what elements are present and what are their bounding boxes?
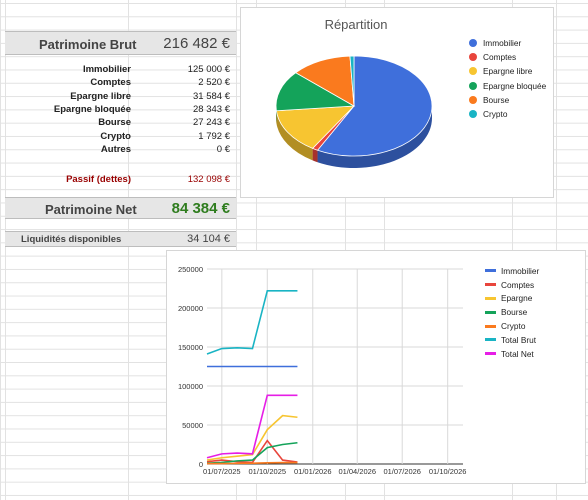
legend-swatch	[485, 352, 496, 356]
legend-swatch	[469, 110, 477, 119]
pie-legend-item[interactable]: Comptes	[469, 50, 546, 64]
legend-label: Epargne bloquée	[483, 80, 547, 91]
x-tick-label: 01/01/2026	[294, 467, 332, 476]
line-legend-item[interactable]: Total Brut	[485, 333, 539, 347]
pie-legend-item[interactable]: Immobilier	[469, 36, 546, 50]
line-legend-item[interactable]: Comptes	[485, 278, 539, 292]
y-tick-label: 0	[199, 460, 203, 469]
legend-swatch	[469, 81, 477, 90]
summary-row-value: 0 €	[216, 144, 230, 156]
pie-slice-immobilier	[316, 55, 433, 157]
series-line-total-net	[206, 394, 298, 459]
legend-swatch	[485, 269, 496, 273]
legend-swatch	[485, 324, 496, 328]
legend-label: Bourse	[501, 307, 528, 318]
summary-row-label: Autres	[100, 144, 131, 156]
legend-swatch	[485, 296, 496, 300]
patrimoine-brut-value: 216 482 €	[163, 35, 230, 52]
pie-slice-side-epargne-libre	[276, 110, 313, 161]
legend-label: Epargne	[501, 293, 533, 304]
line-legend-item[interactable]: Crypto	[485, 319, 539, 333]
summary-row-value: 31 584 €	[193, 90, 230, 102]
y-tick-label: 50000	[182, 421, 203, 430]
legend-label: Crypto	[483, 109, 508, 120]
summary-row-label: Epargne bloquée	[53, 104, 131, 116]
legend-label: Comptes	[483, 52, 517, 63]
liquidites-label: Liquidités disponibles	[21, 234, 122, 245]
summary-row-value: 2 520 €	[198, 77, 230, 89]
patrimoine-net-value: 84 384 €	[171, 200, 230, 217]
legend-label: Epargne libre	[483, 66, 533, 77]
pie-slice-epargne-bloqu-e	[275, 72, 356, 112]
pie-slice-bourse	[295, 55, 355, 107]
summary-row-value: 125 000 €	[187, 64, 230, 75]
pie-slice-side-comptes	[312, 148, 318, 163]
y-tick-label: 250000	[178, 265, 203, 274]
y-tick-label: 100000	[178, 382, 203, 391]
legend-swatch	[485, 338, 496, 342]
line-chart: 0 50000 100000 150000 200000 250000 01/07/2025…	[178, 265, 467, 476]
patrimoine-brut-label: Patrimoine Brut	[39, 37, 137, 52]
legend-swatch	[485, 310, 496, 314]
summary-row-label: Epargne libre	[70, 90, 131, 102]
x-tick-label: 01/10/2026	[429, 467, 467, 476]
summary-row-value: 1 792 €	[198, 130, 230, 142]
summary-row-value: 28 343 €	[193, 104, 230, 116]
summary-row-label: Bourse	[98, 117, 131, 129]
summary-row-label: Immobilier	[82, 64, 131, 75]
pie-legend: Immobilier Comptes Epargne libre Epargne bl…	[469, 36, 546, 121]
patrimoine-net-row[interactable]: Patrimoine Net 84 384 €	[5, 197, 236, 219]
patrimoine-brut-row[interactable]: Patrimoine Brut 216 482 €	[5, 31, 236, 55]
summary-row-label: Comptes	[90, 77, 131, 89]
legend-label: Crypto	[501, 321, 526, 332]
passif-value: 132 098 €	[187, 174, 230, 185]
x-tick-label: 01/07/2026	[383, 467, 421, 476]
legend-label: Total Net	[501, 348, 534, 359]
summary-row-value: 27 243 €	[193, 117, 230, 129]
line-legend-item[interactable]: Immobilier	[485, 264, 539, 278]
pie-legend-item[interactable]: Bourse	[469, 93, 546, 107]
y-tick-label: 150000	[178, 343, 203, 352]
pie-slice-crypto	[349, 55, 355, 107]
pie-slice-side-immobilier	[317, 106, 432, 168]
legend-swatch	[485, 283, 496, 287]
pie-chart	[275, 55, 433, 168]
pie-chart-title: Répartition	[324, 17, 388, 32]
summary-row-label: Crypto	[100, 130, 131, 142]
x-tick-label: 01/04/2026	[338, 467, 376, 476]
pie-legend-item[interactable]: Crypto	[469, 107, 546, 121]
series-line-total-brut	[206, 290, 298, 355]
liquidites-value: 34 104 €	[187, 233, 230, 245]
pie-legend-item[interactable]: Epargne libre	[469, 64, 546, 78]
liquidites-row[interactable]: Liquidités disponibles 34 104 €	[5, 231, 236, 247]
patrimoine-net-label: Patrimoine Net	[45, 202, 137, 217]
legend-swatch	[469, 95, 477, 104]
legend-label: Immobilier	[501, 265, 540, 276]
legend-label: Comptes	[501, 279, 535, 290]
legend-label: Total Brut	[501, 334, 537, 345]
x-tick-label: 01/07/2025	[203, 467, 241, 476]
series-line-bourse	[206, 441, 298, 465]
legend-swatch	[469, 67, 477, 76]
legend-label: Bourse	[483, 94, 510, 105]
line-legend-item[interactable]: Epargne	[485, 292, 539, 306]
line-legend-item[interactable]: Bourse	[485, 305, 539, 319]
line-chart-card[interactable]: 0 50000 100000 150000 200000 250000 01/07/2025…	[166, 250, 586, 484]
pie-slice-epargne-libre	[275, 105, 356, 149]
line-legend: Immobilier Comptes Epargne Bourse Crypto Tota…	[485, 264, 539, 361]
series-line-crypto	[207, 461, 298, 465]
x-tick-label: 01/10/2025	[249, 467, 287, 476]
line-legend-item[interactable]: Total Net	[485, 347, 539, 361]
passif-label: Passif (dettes)	[66, 174, 131, 185]
legend-label: Immobilier	[483, 38, 522, 49]
legend-swatch	[469, 39, 477, 48]
y-tick-label: 200000	[178, 304, 203, 313]
pie-chart-card[interactable]: Répartition Immobilier Comptes Epargne lib…	[240, 7, 554, 198]
pie-legend-item[interactable]: Epargne bloquée	[469, 79, 546, 93]
legend-swatch	[469, 53, 477, 62]
